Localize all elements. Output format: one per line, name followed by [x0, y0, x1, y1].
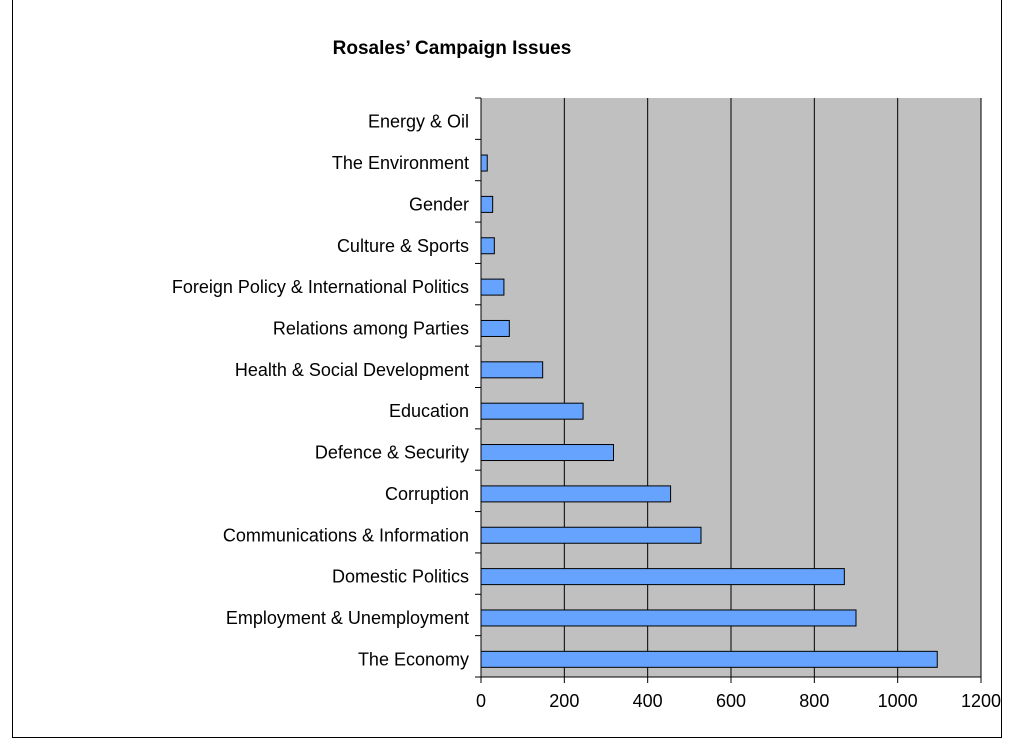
category-label: Energy & Oil — [368, 112, 469, 132]
x-tick-label: 800 — [799, 691, 829, 711]
bar — [480, 650, 938, 668]
plot-area: 0 200 400 600 800 1000 1200 Energy & Oil The Env… — [172, 97, 1001, 711]
bar — [480, 319, 510, 337]
x-tick-label: 600 — [716, 691, 746, 711]
bar — [480, 402, 584, 420]
category-label: Domestic Politics — [332, 567, 469, 587]
bar — [480, 154, 488, 172]
category-label: Corruption — [385, 484, 469, 504]
category-label: Gender — [409, 194, 469, 214]
category-label: The Environment — [332, 153, 469, 173]
category-label: Relations among Parties — [273, 318, 469, 338]
x-tick-label: 0 — [476, 691, 486, 711]
category-label: Foreign Policy & International Politics — [172, 277, 469, 297]
category-label: Employment & Unemployment — [226, 608, 469, 628]
x-tick-label: 200 — [549, 691, 579, 711]
category-label: Education — [389, 401, 469, 421]
category-label: Defence & Security — [315, 443, 469, 463]
x-tick-label: 400 — [633, 691, 663, 711]
category-label: Culture & Sports — [337, 236, 469, 256]
bar — [480, 568, 845, 586]
bar — [480, 444, 614, 462]
x-tick-label: 1000 — [878, 691, 918, 711]
bar — [480, 237, 495, 255]
bar — [480, 195, 494, 213]
category-label: The Economy — [358, 649, 469, 669]
chart-title: Rosales’ Campaign Issues — [333, 38, 572, 59]
x-tick-label: 1200 — [961, 691, 1001, 711]
category-label: Communications & Information — [223, 525, 469, 545]
bar — [480, 361, 544, 379]
bar — [480, 609, 857, 627]
bar — [480, 526, 702, 544]
bar — [480, 278, 505, 296]
bar — [480, 485, 672, 503]
category-label: Health & Social Development — [235, 360, 469, 380]
